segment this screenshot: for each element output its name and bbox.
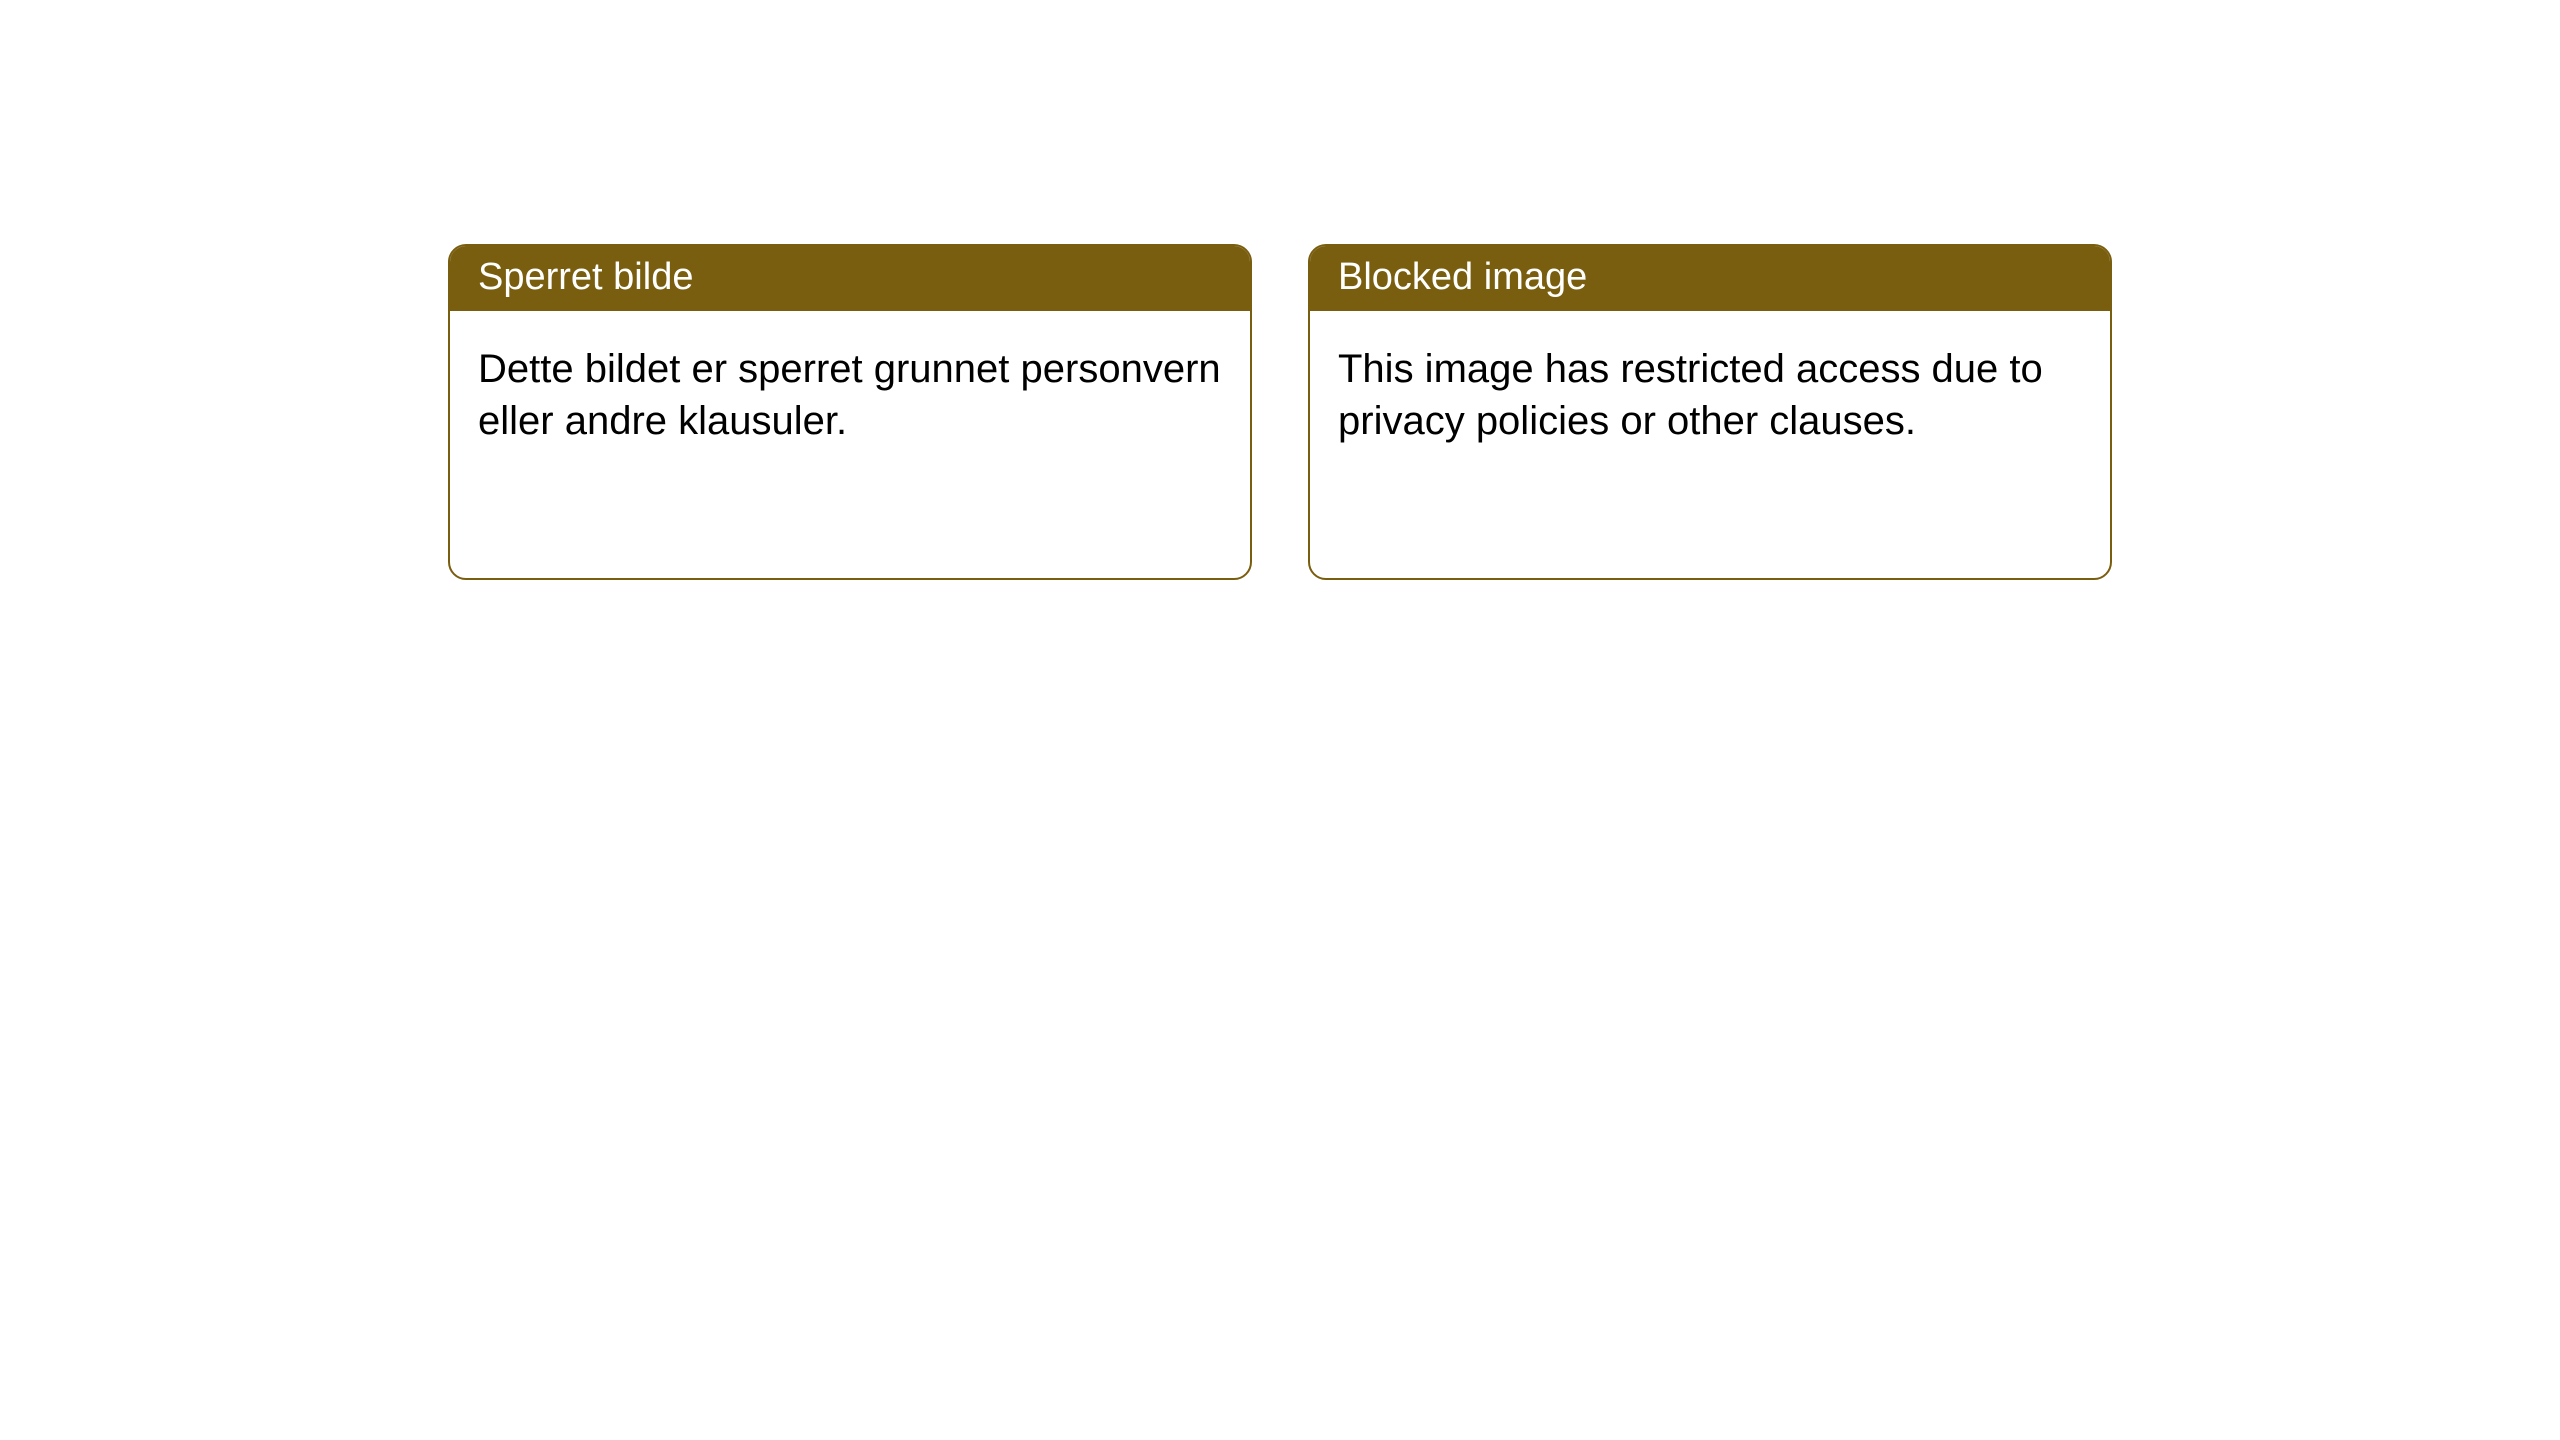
card-body: Dette bildet er sperret grunnet personve… [450, 311, 1250, 479]
card-title: Sperret bilde [478, 256, 693, 298]
blocked-image-card-no: Sperret bilde Dette bildet er sperret gr… [448, 244, 1252, 580]
card-header: Blocked image [1310, 246, 2110, 311]
card-body-text: This image has restricted access due to … [1338, 347, 2043, 443]
card-title: Blocked image [1338, 256, 1587, 298]
notice-container: Sperret bilde Dette bildet er sperret gr… [0, 0, 2560, 580]
card-header: Sperret bilde [450, 246, 1250, 311]
card-body: This image has restricted access due to … [1310, 311, 2110, 479]
blocked-image-card-en: Blocked image This image has restricted … [1308, 244, 2112, 580]
card-body-text: Dette bildet er sperret grunnet personve… [478, 347, 1221, 443]
